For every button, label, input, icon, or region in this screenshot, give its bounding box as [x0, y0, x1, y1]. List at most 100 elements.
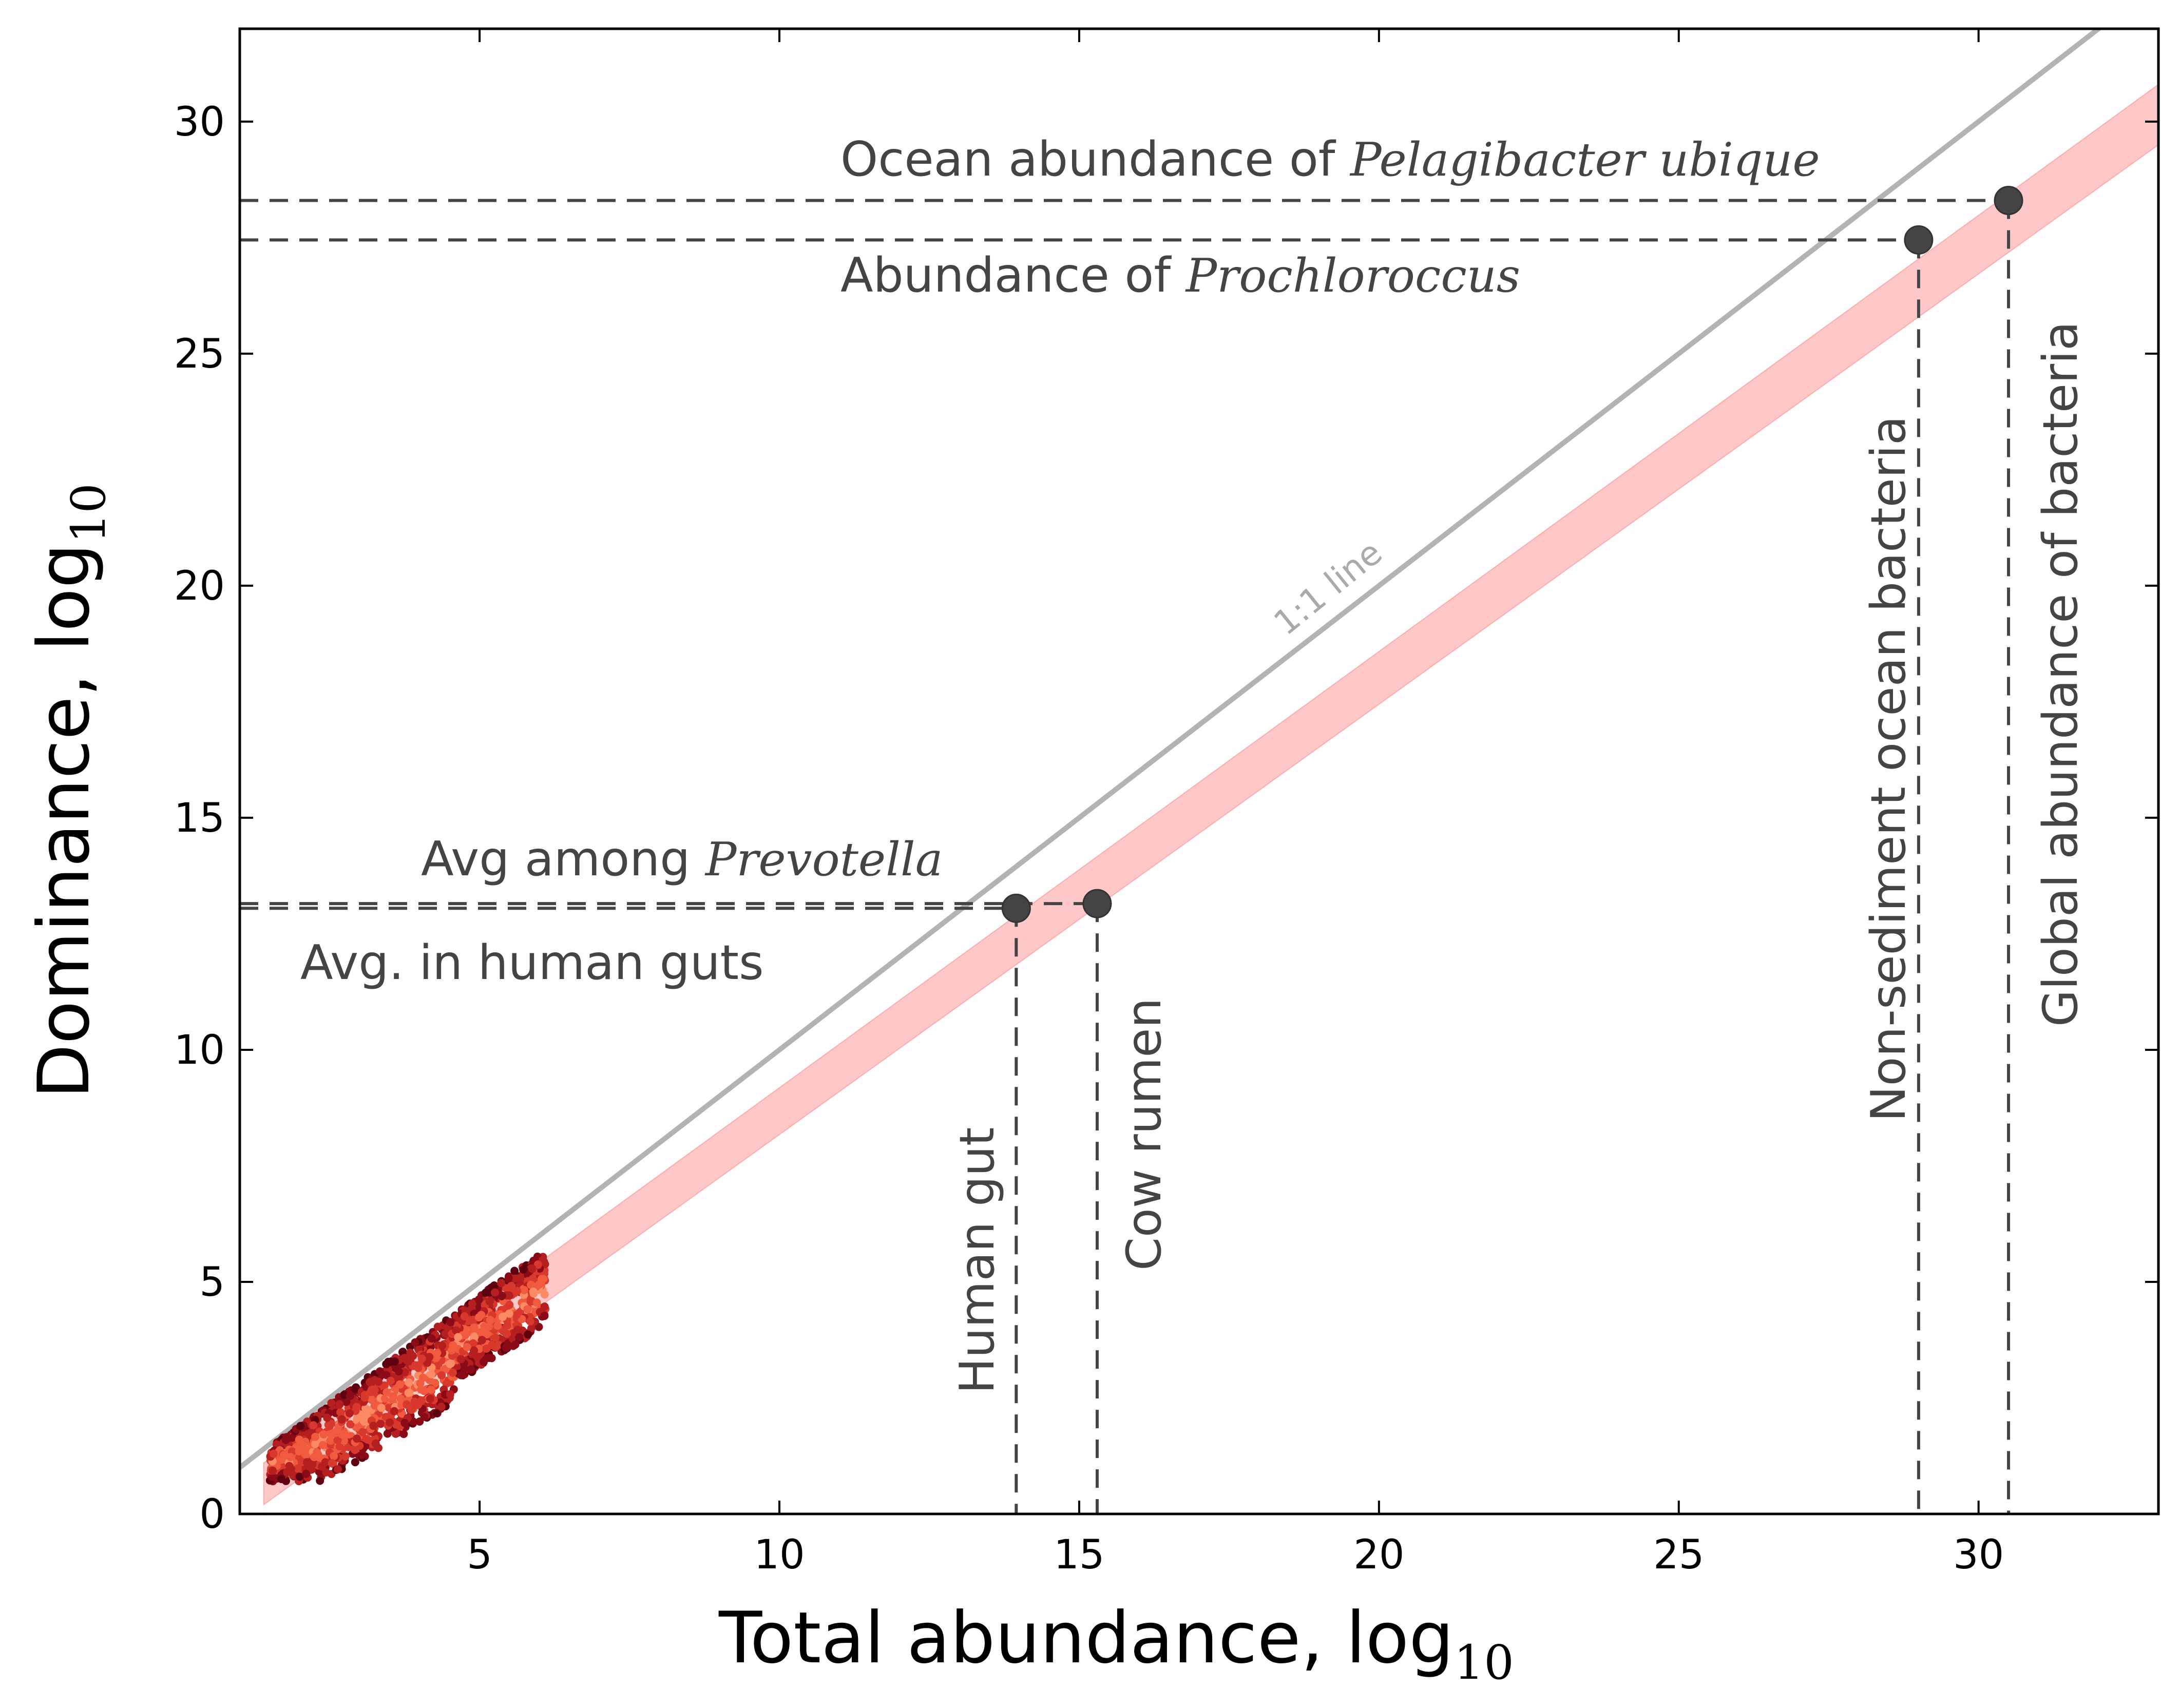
- hexbin-cell: [431, 1378, 439, 1387]
- hexbin-cell: [532, 1298, 541, 1307]
- hexbin-cell: [463, 1343, 471, 1351]
- y-tick-label: 10: [174, 1027, 225, 1073]
- hexbin-cell: [499, 1313, 507, 1321]
- hexbin-cell: [282, 1433, 291, 1442]
- hexbin-cell: [427, 1385, 435, 1394]
- hexbin-cell: [351, 1458, 359, 1467]
- hexbin-cell: [416, 1379, 425, 1388]
- hexbin-cell: [529, 1288, 538, 1296]
- hexbin-cell: [337, 1430, 346, 1438]
- y-tick-label: 25: [174, 331, 225, 377]
- hexbin-cell: [375, 1367, 384, 1376]
- hexbin-cell: [505, 1309, 513, 1318]
- hexbin-cell: [353, 1434, 361, 1443]
- x-tick-label: 10: [754, 1532, 805, 1578]
- hexbin-cell: [446, 1318, 455, 1327]
- hexbin-cell: [370, 1401, 379, 1410]
- point-0: [1001, 893, 1031, 923]
- hexbin-cell: [515, 1333, 524, 1341]
- hexbin-cell: [438, 1341, 447, 1350]
- hexbin-cell: [486, 1316, 494, 1325]
- axis-ticks: 5 10 15 20 25 30 0 5 10 15 20 25 30: [174, 29, 2158, 1578]
- hexbin-cell: [540, 1302, 549, 1311]
- hexbin-cell: [390, 1357, 399, 1366]
- hexbin-cell: [441, 1330, 450, 1338]
- hexbin-cell: [286, 1453, 295, 1462]
- hexbin-cell: [386, 1376, 395, 1385]
- hexbin-cell: [446, 1390, 454, 1398]
- hexbin-cell: [386, 1418, 394, 1427]
- hexbin-cell: [404, 1389, 413, 1397]
- hexbin-cell: [335, 1400, 344, 1409]
- hexbin-cell: [470, 1332, 479, 1341]
- hexbin-cell: [298, 1442, 307, 1450]
- plot-area: [240, 29, 2158, 1514]
- hexbin-cell: [345, 1409, 354, 1417]
- hexbin-cell: [359, 1417, 368, 1426]
- hexbin-cell: [527, 1280, 536, 1289]
- hexbin-cell: [346, 1420, 355, 1429]
- hexbin-cell: [467, 1365, 475, 1374]
- hexbin-cell: [460, 1365, 469, 1373]
- hexbin-cell: [437, 1403, 446, 1411]
- hexbin-cell: [310, 1453, 318, 1462]
- hexbin-cell: [526, 1317, 534, 1326]
- hexbin-cell: [403, 1400, 411, 1409]
- plot-frame: [238, 27, 2160, 1515]
- x-axis-title: Total abundance, log10: [718, 1597, 1514, 1690]
- x-tick-label: 5: [467, 1532, 492, 1578]
- hexbin-cell: [398, 1348, 407, 1356]
- hexbin-cell: [474, 1295, 483, 1304]
- hexbin-cell: [277, 1475, 286, 1483]
- hexbin-cell: [498, 1291, 506, 1300]
- x-tick-label: 15: [1054, 1532, 1104, 1578]
- hexbin-cell: [399, 1430, 408, 1438]
- hexbin-cell: [502, 1344, 510, 1352]
- hexbin-cell: [503, 1330, 511, 1338]
- hexbin-cell: [406, 1349, 415, 1357]
- hexbin-cell: [293, 1464, 302, 1473]
- hexbin-cell: [447, 1346, 456, 1355]
- hexbin-cell: [295, 1472, 304, 1481]
- hexbin-cell: [319, 1441, 328, 1449]
- hexbin-cell: [327, 1419, 335, 1428]
- hexbin-cell: [319, 1430, 328, 1438]
- hexbin-cell: [513, 1287, 522, 1295]
- hexbin-cell: [540, 1312, 549, 1320]
- reference-label-1: Abundance of Prochloroccus: [840, 247, 1520, 303]
- point-label-2: Non-sediment ocean bacteria: [1861, 416, 1916, 1122]
- hexbin-cell: [311, 1440, 319, 1448]
- hexbin-cell: [285, 1462, 294, 1470]
- hexbin-cell: [360, 1391, 369, 1399]
- hexbin-cell: [330, 1452, 338, 1461]
- hexbin-cell: [433, 1322, 442, 1331]
- hexbin-cell: [369, 1422, 378, 1430]
- hexbin-cell: [456, 1371, 465, 1379]
- hexbin-cell: [382, 1371, 391, 1379]
- hexbin-cell: [389, 1392, 397, 1400]
- hexbin-cell: [483, 1330, 491, 1339]
- hexbin-cell: [390, 1407, 398, 1415]
- hexbin-cell: [341, 1452, 350, 1461]
- x-tick-label: 20: [1353, 1532, 1404, 1578]
- hexbin-cell: [374, 1444, 383, 1452]
- hexbin-cell: [400, 1354, 409, 1362]
- hexbin-cell: [316, 1476, 324, 1485]
- hexbin-cell: [411, 1338, 419, 1347]
- hexbin-cell: [326, 1436, 335, 1445]
- hexbin-cell: [449, 1368, 457, 1377]
- hexbin-cloud: [265, 1252, 550, 1486]
- hexbin-cell: [437, 1371, 446, 1379]
- point-3: [1994, 186, 2023, 216]
- hexbin-cell: [358, 1428, 367, 1436]
- hexbin-cell: [417, 1396, 426, 1405]
- hexbin-cell: [297, 1458, 305, 1467]
- hexbin-cell: [377, 1404, 386, 1412]
- y-tick-label: 5: [199, 1259, 225, 1306]
- hexbin-cell: [527, 1324, 536, 1333]
- hexbin-cell: [433, 1349, 442, 1357]
- hexbin-cell: [539, 1275, 548, 1283]
- hexbin-cell: [367, 1395, 376, 1404]
- hexbin-cell: [474, 1313, 483, 1321]
- x-tick-label: 25: [1653, 1532, 1704, 1578]
